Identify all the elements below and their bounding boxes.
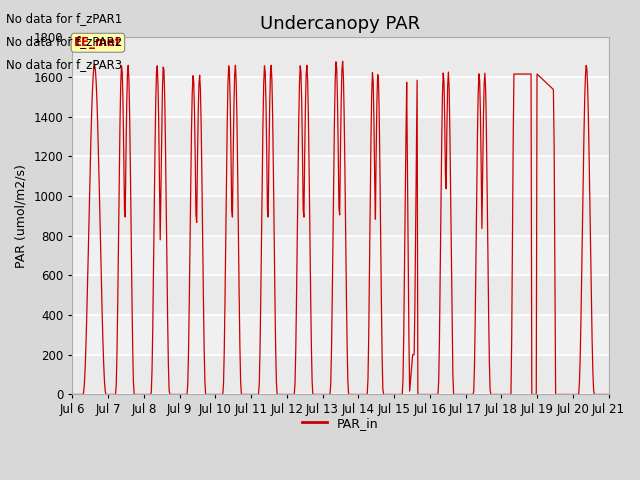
Text: No data for f_zPAR2: No data for f_zPAR2 bbox=[6, 35, 123, 48]
Text: No data for f_zPAR1: No data for f_zPAR1 bbox=[6, 12, 123, 25]
Bar bbox=[72, 37, 609, 77]
Bar bbox=[72, 276, 609, 315]
Bar bbox=[72, 196, 609, 236]
Bar bbox=[72, 355, 609, 395]
Y-axis label: PAR (umol/m2/s): PAR (umol/m2/s) bbox=[15, 164, 28, 268]
Title: Undercanopy PAR: Undercanopy PAR bbox=[260, 15, 420, 33]
Text: EE_met: EE_met bbox=[74, 36, 122, 49]
Legend: PAR_in: PAR_in bbox=[297, 411, 384, 434]
Text: No data for f_zPAR3: No data for f_zPAR3 bbox=[6, 58, 122, 71]
Bar bbox=[72, 117, 609, 156]
